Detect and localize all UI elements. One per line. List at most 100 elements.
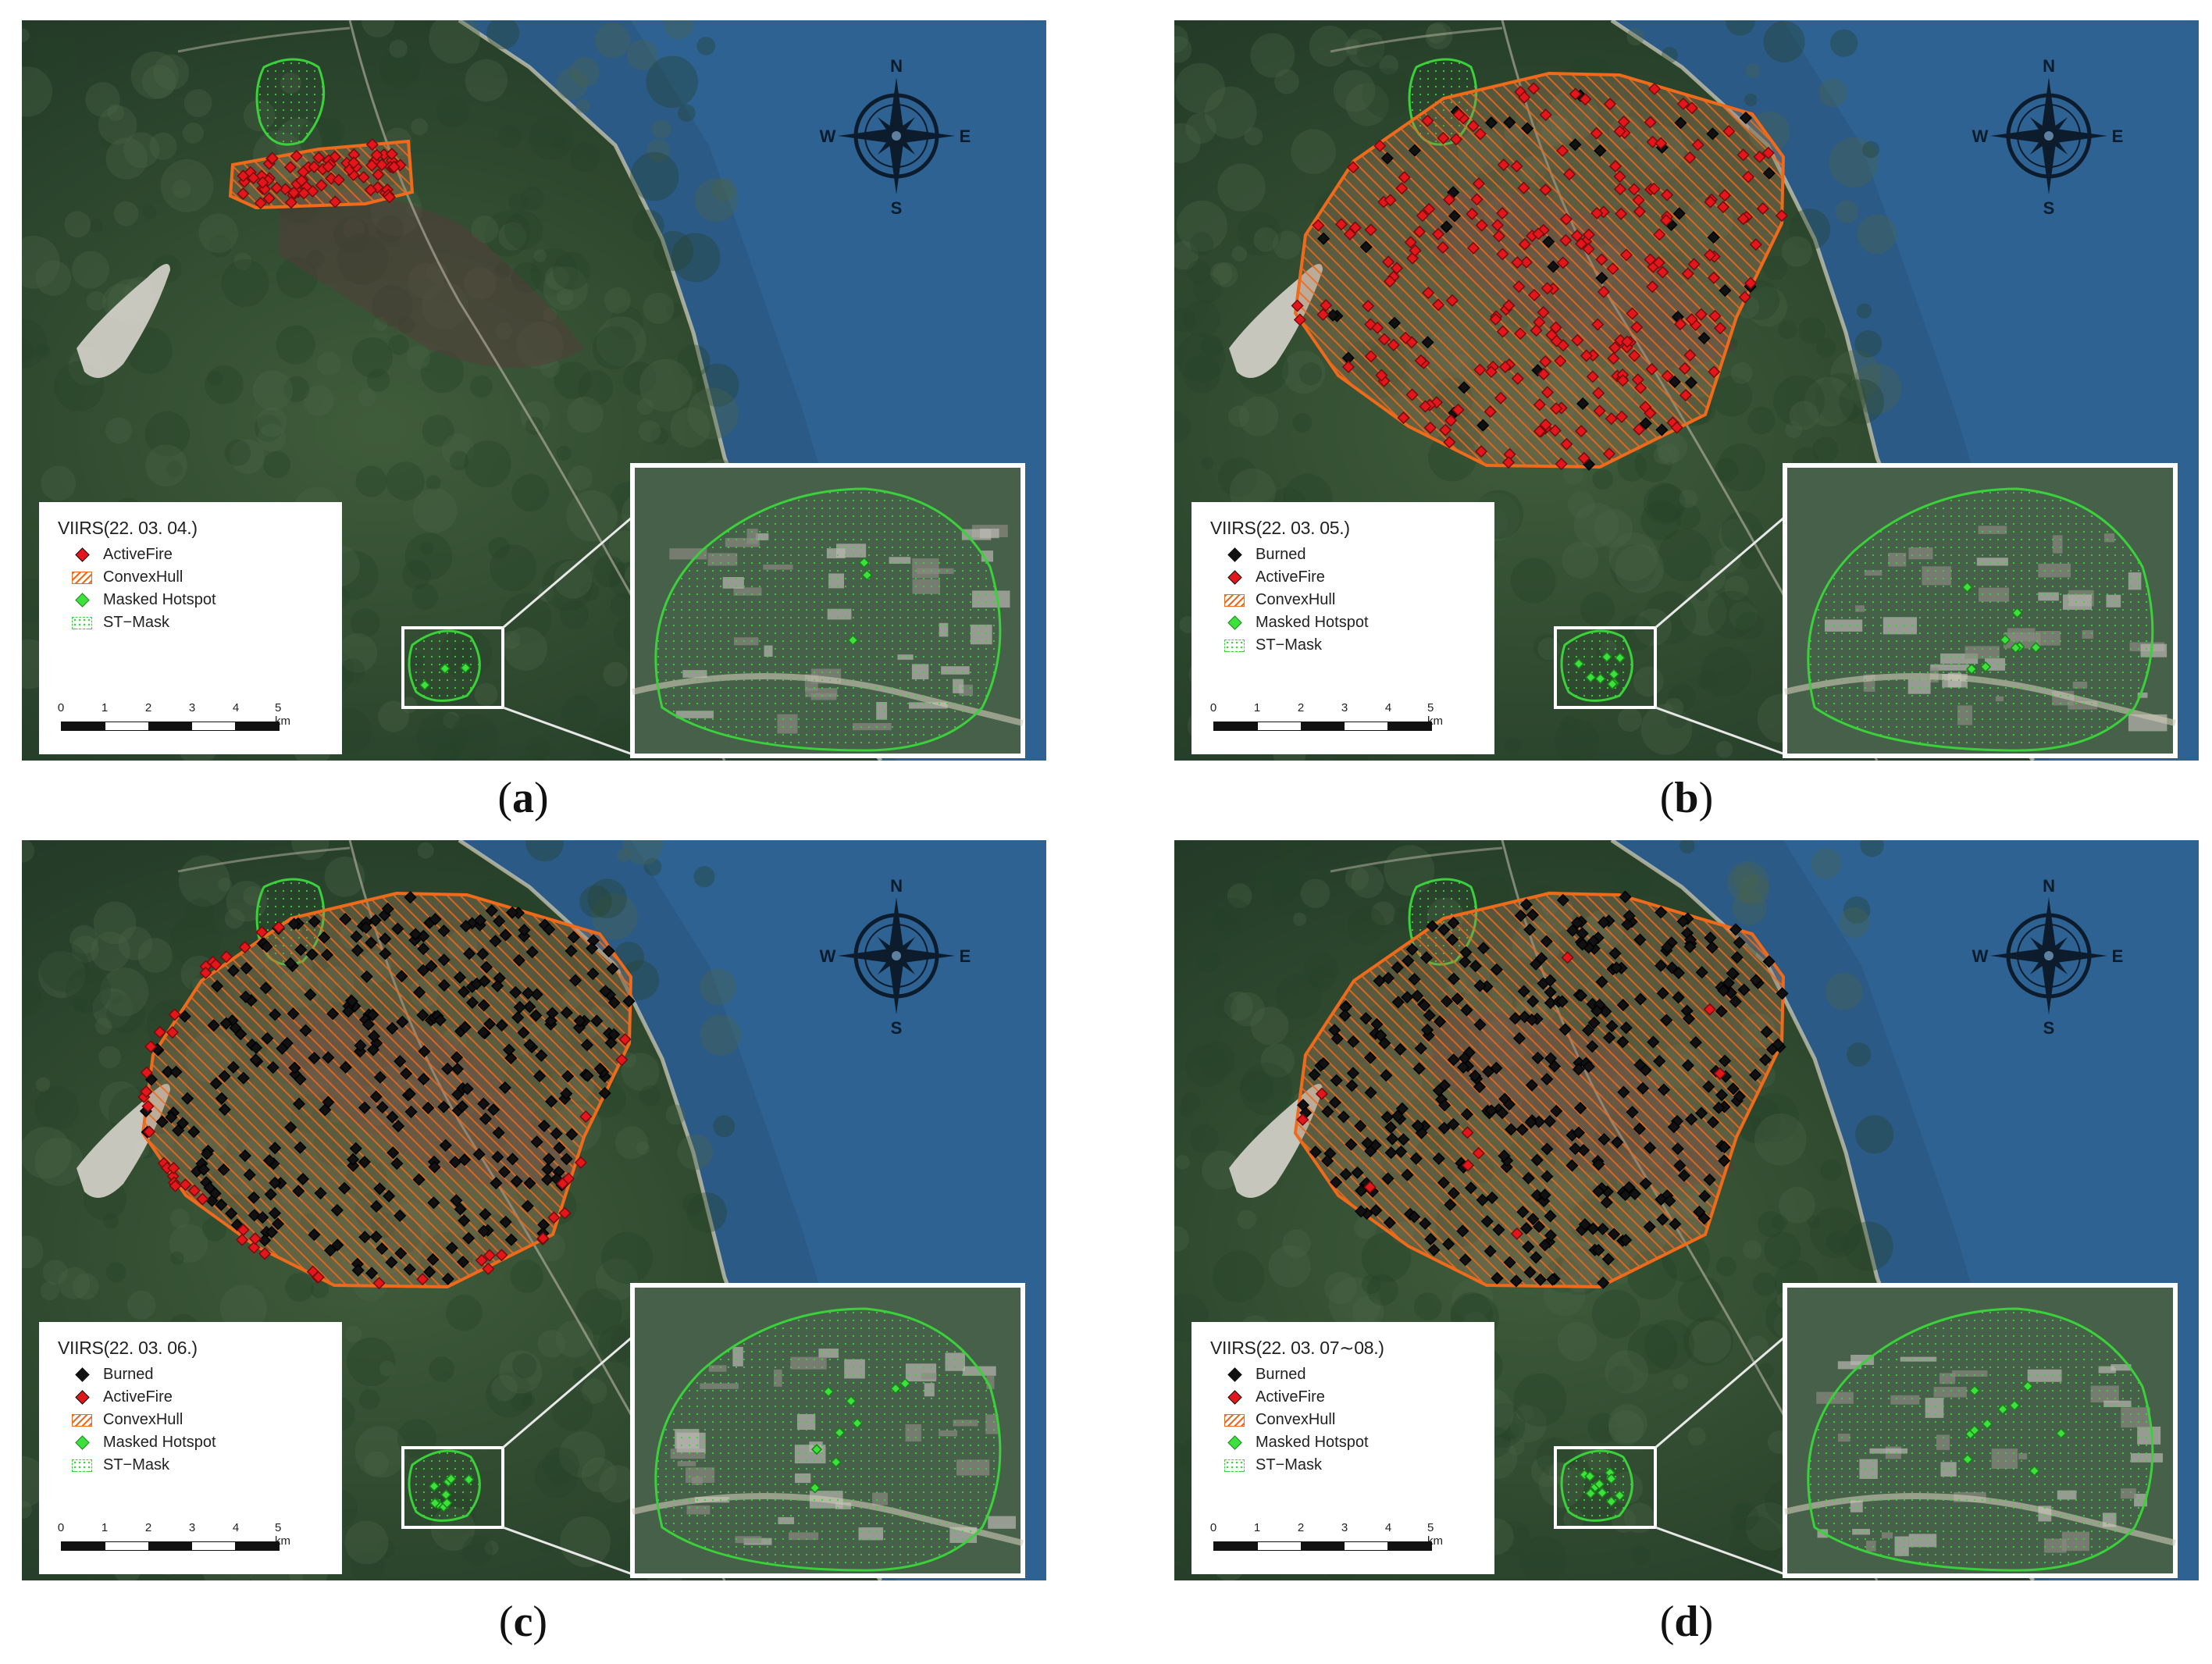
burned-point (1476, 942, 1490, 955)
inset-hotspot-point (830, 1456, 842, 1468)
burned-point (1541, 1170, 1554, 1183)
legend-item-convex-hull: ConvexHull (58, 1409, 342, 1431)
active-fire-point (1431, 227, 1444, 241)
burned-point (350, 930, 363, 943)
burned-point (1657, 1083, 1671, 1096)
active-fire-point (254, 196, 267, 210)
burned-point (1328, 1024, 1341, 1037)
burned-point (450, 1194, 463, 1207)
inset-hotspot-point (861, 569, 873, 581)
burned-point (264, 1188, 277, 1201)
burned-point (541, 1173, 554, 1186)
active-fire-point (1439, 423, 1452, 436)
legend-item-active-fire: ActiveFire (1210, 1386, 1494, 1409)
active-fire-point (483, 1249, 497, 1262)
burned-point (308, 915, 321, 928)
burned-point (323, 1244, 337, 1257)
burned-point (1610, 961, 1623, 975)
burned-point (550, 1127, 563, 1140)
burned-point (265, 1225, 278, 1239)
inset-hotspot-point (858, 557, 870, 568)
burned-point (1458, 1051, 1472, 1065)
burned-point (1387, 316, 1402, 330)
burned-point (1485, 1191, 1499, 1204)
burned-point (369, 1230, 383, 1243)
active-fire-point (1606, 262, 1619, 276)
burned-point (485, 904, 498, 918)
burned-point (1460, 1108, 1473, 1121)
compass-e-label: E (2112, 946, 2124, 966)
masked-hotspot-point (1605, 1495, 1617, 1507)
inset-hotspot-point (899, 1377, 911, 1389)
burned-point (218, 1103, 231, 1116)
burned-point (1671, 1142, 1684, 1156)
active-fire-point (1473, 127, 1487, 141)
burned-point (1381, 1172, 1395, 1185)
burned-point (394, 1055, 407, 1068)
scale-tick: 4 (232, 1521, 240, 1534)
burned-point (1437, 923, 1451, 936)
burned-point (1460, 1003, 1473, 1017)
burned-point (250, 1041, 263, 1054)
active-fire-point (1494, 391, 1508, 404)
active-fire-point (1364, 223, 1377, 237)
burned-point (1693, 1205, 1706, 1219)
burned-point (207, 1019, 220, 1032)
burned-point (1526, 995, 1540, 1008)
active-fire-point (1756, 202, 1769, 216)
active-fire-point (1395, 182, 1409, 195)
burned-point (479, 960, 493, 974)
inset-hotspot-point (1982, 1418, 1993, 1430)
map-panel-b: N E S W VIIRS(22. 03. 05.) Burned ActiveFir… (1174, 20, 2199, 761)
active-fire-point (1660, 188, 1674, 201)
legend-item-st-mask: ST−Mask (1210, 634, 1494, 657)
burned-point (429, 913, 442, 926)
active-fire-point (140, 1066, 153, 1079)
burned-point (385, 1256, 398, 1269)
active-fire-point (283, 161, 297, 174)
active-fire-point (1586, 370, 1599, 383)
burned-point (1587, 1222, 1600, 1235)
st-mask-icon (1224, 639, 1245, 652)
burned-point (1762, 166, 1776, 180)
active-fire-point (1497, 158, 1510, 172)
burned-point (581, 1069, 594, 1082)
burned-point (176, 1117, 190, 1130)
burned-point (1437, 1099, 1452, 1112)
active-fire-point (1593, 404, 1606, 418)
active-fire-point (1681, 267, 1694, 280)
burned-point (1674, 116, 1687, 130)
active-fire-point (1670, 421, 1683, 434)
active-fire-point (1582, 228, 1595, 241)
burned-point (226, 1060, 240, 1074)
burned-point (461, 1082, 474, 1096)
burned-point (287, 1007, 300, 1021)
burned-point (521, 1199, 534, 1213)
burned-point (451, 1062, 465, 1076)
burned-point (351, 944, 364, 957)
burned-point (1412, 1120, 1425, 1133)
burned-point (458, 1214, 471, 1228)
burned-point (1772, 1038, 1785, 1051)
burned-point (1503, 1256, 1516, 1269)
active-fire-point (1753, 150, 1766, 163)
active-fire-point (1432, 298, 1445, 312)
active-fire-point (1575, 237, 1588, 251)
active-fire-point (1632, 194, 1645, 207)
active-fire-point (1630, 320, 1644, 334)
active-fire-point (1416, 209, 1429, 223)
active-fire-point (1312, 219, 1325, 232)
active-fire-point (347, 156, 361, 169)
compass-s-label: S (891, 198, 903, 218)
active-fire-point (247, 171, 260, 185)
burned-point (1509, 1274, 1523, 1288)
scale-tick: 2 (1297, 701, 1305, 714)
burned-point (390, 1157, 404, 1171)
burned-point (1698, 1189, 1712, 1203)
burned-point (266, 1060, 280, 1074)
burned-point (1447, 972, 1460, 985)
active-fire-point (1644, 407, 1657, 420)
burned-point (433, 1014, 447, 1027)
burned-point (1480, 1215, 1494, 1228)
active-fire-point (365, 138, 379, 151)
